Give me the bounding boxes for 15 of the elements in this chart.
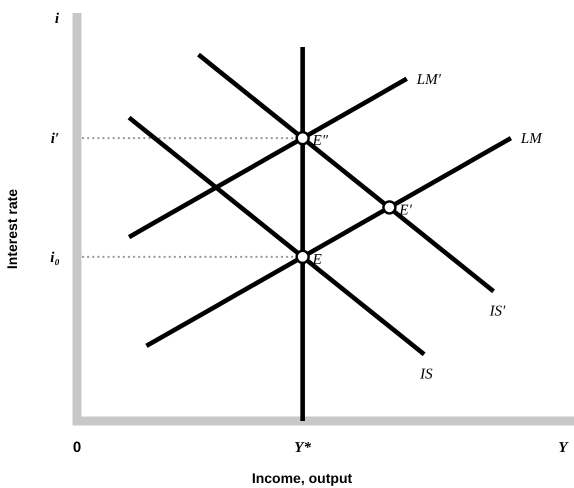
series-label: LM (520, 131, 544, 148)
x-axis-title: Income, output (252, 470, 352, 486)
annotation: E (312, 252, 322, 268)
x-tick-label: Y (558, 440, 570, 456)
x-tick-label: Y* (294, 440, 312, 456)
series-label: LM′ (416, 72, 442, 88)
ref-line-label: i₀ (50, 250, 60, 266)
ref-line-label: i′ (50, 131, 60, 148)
series-label: IS′ (488, 303, 506, 320)
series-label: IS (419, 366, 434, 382)
annotation: E″ (312, 133, 329, 150)
x-tick-label: 0 (72, 439, 82, 456)
text: i (54, 11, 60, 27)
annotation: E′ (398, 202, 413, 218)
y-axis-title: Interest rate (4, 188, 20, 270)
